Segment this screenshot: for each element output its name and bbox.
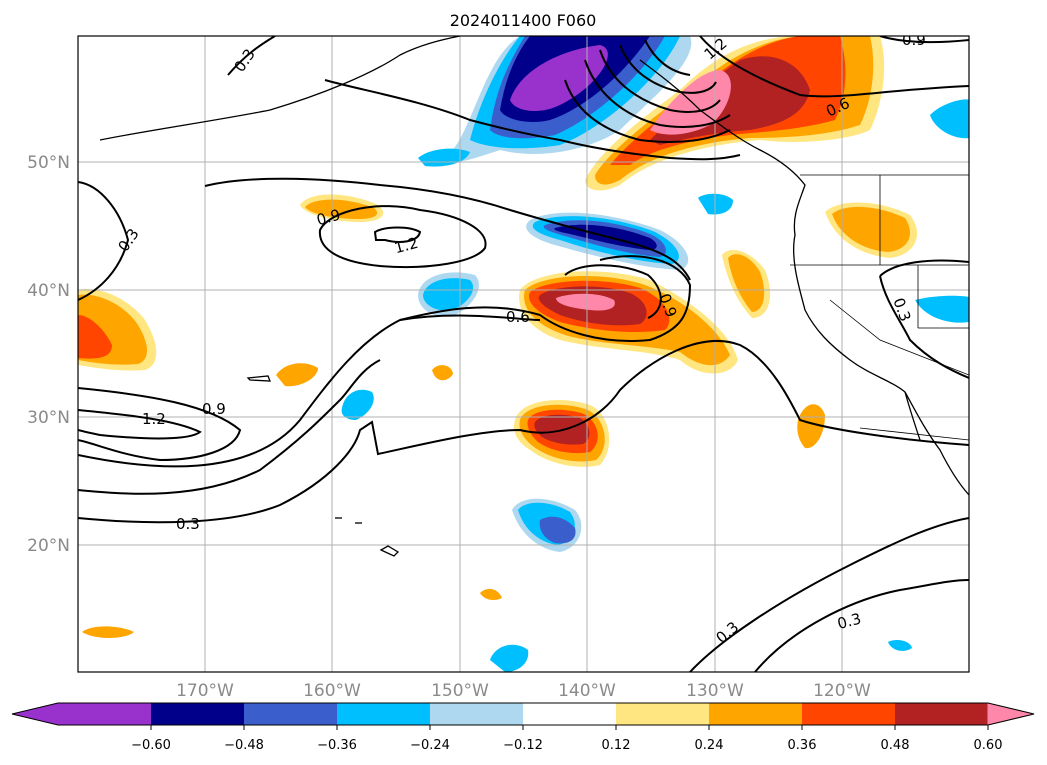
lat-label: 30°N — [27, 408, 70, 428]
lon-label: 120°W — [813, 681, 871, 701]
contour-label: 0.3 — [835, 609, 863, 633]
colorbar-tick-label: 0.48 — [881, 738, 910, 753]
lon-label: 130°W — [686, 681, 744, 701]
colorbar-tick-label: −0.60 — [131, 738, 171, 753]
lon-label: 140°W — [558, 681, 616, 701]
colorbar-tick-label: 0.12 — [602, 738, 631, 753]
colorbar-segment — [895, 703, 989, 725]
contour-label: 0.9 — [202, 400, 226, 418]
colorbar-segment — [337, 703, 431, 725]
colorbar-segment — [616, 703, 710, 725]
coastlines — [99, 36, 969, 557]
lat-label: 50°N — [27, 153, 70, 173]
colorbar-segment — [802, 703, 896, 725]
contour-labels: 0.3 0.3 0.3 0.3 0.3 0.3 0.6 0.6 0.9 0.9 … — [114, 31, 926, 647]
contour-label: 0.6 — [506, 308, 530, 326]
colorbar-tick-label: −0.36 — [317, 738, 357, 753]
colorbar-segment — [523, 703, 617, 725]
colorbar-outline — [11, 702, 1035, 726]
colorbar-segment — [987, 703, 1034, 725]
map-title: 2024011400 F060 — [450, 11, 597, 30]
lon-label: 160°W — [303, 681, 361, 701]
map-frame — [77, 35, 970, 673]
contour-label: 0.3 — [114, 225, 142, 255]
contour-label: 1.2 — [392, 234, 420, 258]
contour-label: 0.3 — [176, 515, 200, 533]
colorbar-segment — [12, 703, 151, 725]
contour-lines — [78, 36, 969, 672]
lat-label: 40°N — [27, 281, 70, 301]
latitude-labels: 50°N 40°N 30°N 20°N — [27, 153, 70, 556]
colorbar-segment — [151, 703, 245, 725]
colorbar-tick-label: −0.48 — [224, 738, 264, 753]
colorbar-tick-label: 0.60 — [974, 738, 1003, 753]
colorbar-tick-label: 0.24 — [695, 738, 724, 753]
lon-label: 170°W — [176, 681, 234, 701]
colorbar-segment — [244, 703, 338, 725]
contour-label: 0.9 — [902, 31, 926, 49]
contour-label: 1.2 — [142, 410, 166, 428]
colorbar-segment — [430, 703, 524, 725]
colorbar-tick-label: −0.24 — [410, 738, 450, 753]
colorbar: −0.60 −0.48 −0.36 −0.24 −0.12 0.12 0.24 0.36 0.4… — [11, 702, 1035, 753]
colorbar-tick-label: −0.12 — [503, 738, 543, 753]
contour-label: 0.9 — [315, 206, 343, 230]
longitude-labels: 170°W 160°W 150°W 140°W 130°W 120°W — [176, 681, 871, 701]
lon-label: 150°W — [431, 681, 489, 701]
contour-label: 0.3 — [889, 295, 914, 324]
colorbar-segment — [709, 703, 803, 725]
lat-label: 20°N — [27, 536, 70, 556]
colorbar-tick-label: 0.36 — [788, 738, 817, 753]
contour-label: 0.3 — [712, 618, 742, 647]
shaded-fields — [78, 36, 969, 672]
